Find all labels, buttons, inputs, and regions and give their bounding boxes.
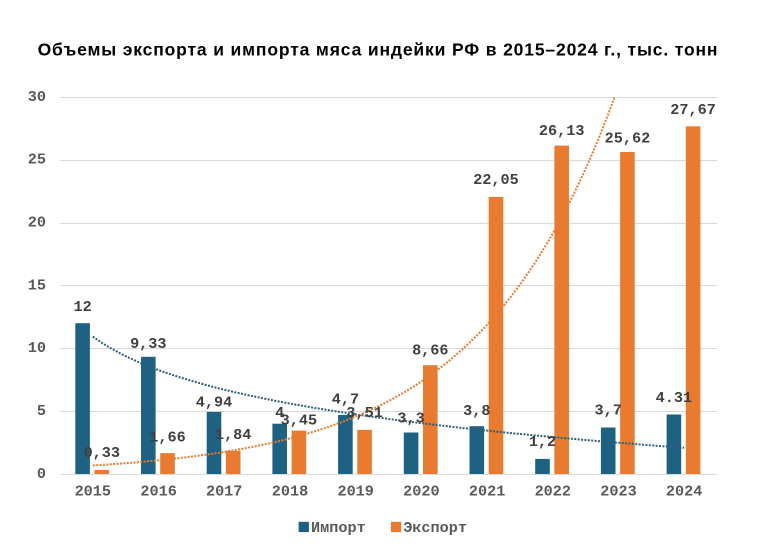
svg-text:22,05: 22,05 — [473, 171, 519, 189]
svg-text:Импорт: Импорт — [311, 519, 366, 537]
svg-text:20: 20 — [28, 214, 46, 232]
svg-text:0,33: 0,33 — [84, 444, 120, 462]
svg-text:2020: 2020 — [403, 482, 439, 500]
svg-text:2016: 2016 — [140, 482, 176, 500]
svg-text:4: 4 — [275, 404, 284, 422]
svg-text:30: 30 — [28, 88, 46, 106]
svg-text:2021: 2021 — [469, 482, 505, 500]
svg-text:2015: 2015 — [75, 482, 111, 500]
svg-text:2023: 2023 — [600, 482, 636, 500]
svg-text:12: 12 — [73, 298, 91, 316]
svg-text:4.31: 4.31 — [656, 389, 692, 407]
svg-text:4,94: 4,94 — [196, 393, 232, 411]
svg-text:3,8: 3,8 — [463, 402, 490, 420]
svg-text:Экспорт: Экспорт — [403, 519, 467, 537]
svg-text:2024: 2024 — [666, 482, 702, 500]
svg-text:27,67: 27,67 — [670, 101, 716, 119]
svg-text:5: 5 — [37, 402, 46, 420]
svg-text:Объемы экспорта и импорта мяса: Объемы экспорта и импорта мяса индейки Р… — [38, 40, 719, 60]
svg-text:15: 15 — [28, 276, 46, 294]
svg-text:3,7: 3,7 — [595, 402, 622, 420]
svg-text:3,51: 3,51 — [346, 404, 382, 422]
svg-text:2018: 2018 — [272, 482, 308, 500]
svg-text:9,33: 9,33 — [130, 335, 166, 353]
svg-text:2017: 2017 — [206, 482, 242, 500]
svg-text:26,13: 26,13 — [539, 122, 585, 140]
svg-text:1,66: 1,66 — [149, 429, 185, 447]
svg-text:2022: 2022 — [535, 482, 571, 500]
svg-text:25,62: 25,62 — [605, 130, 651, 148]
svg-text:2019: 2019 — [337, 482, 373, 500]
svg-text:1,2: 1,2 — [529, 433, 556, 451]
svg-text:4,7: 4,7 — [332, 391, 359, 409]
svg-text:8,66: 8,66 — [412, 342, 448, 360]
svg-text:10: 10 — [28, 339, 46, 357]
svg-text:3,45: 3,45 — [281, 412, 317, 430]
svg-text:25: 25 — [28, 151, 46, 169]
svg-text:1,84: 1,84 — [215, 426, 251, 444]
svg-text:0: 0 — [37, 465, 46, 483]
svg-text:3,3: 3,3 — [397, 410, 424, 428]
